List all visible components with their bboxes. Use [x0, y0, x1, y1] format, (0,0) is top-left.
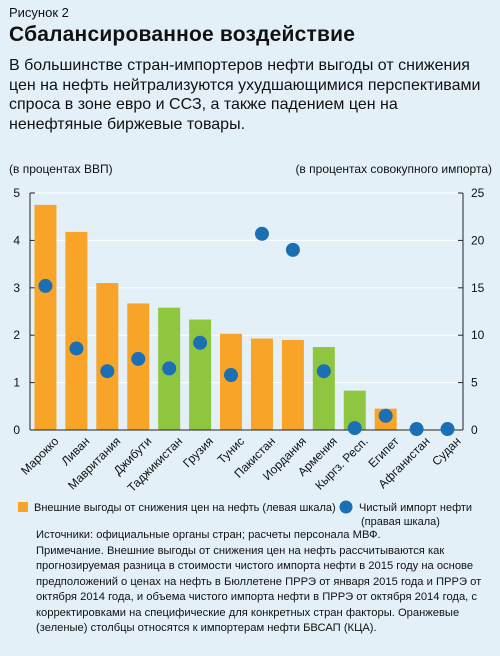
right-tick-label: 20	[471, 233, 485, 247]
right-tick-label: 10	[471, 328, 485, 342]
data-point	[38, 278, 53, 293]
data-point	[131, 351, 146, 366]
left-tick-label: 2	[13, 328, 20, 342]
methodology-note: Примечание. Внешние выгоды от снижения ц…	[36, 544, 482, 635]
sources-note: Источники: официальные органы стран; рас…	[36, 529, 381, 541]
bar	[96, 283, 119, 430]
chart-title: Сбалансированное воздействие	[9, 23, 356, 46]
legend-dot-label-scale: (правая шкала)	[361, 516, 440, 528]
right-tick-label: 15	[471, 281, 485, 295]
data-point	[193, 335, 208, 350]
left-tick-label: 1	[13, 376, 20, 390]
legend-bar-swatch	[18, 502, 28, 512]
bar	[127, 303, 150, 430]
data-point	[347, 421, 362, 436]
category-label: Грузия	[180, 434, 216, 470]
right-tick-label: 0	[471, 423, 478, 437]
figure-label: Рисунок 2	[9, 5, 69, 20]
data-point	[409, 422, 424, 437]
data-point	[316, 364, 331, 379]
data-point	[69, 341, 84, 356]
notes: Источники: официальные органы стран; рас…	[20, 528, 490, 637]
left-tick-label: 5	[13, 186, 20, 200]
data-point	[100, 364, 115, 379]
left-tick-label: 0	[13, 423, 20, 437]
category-label: Марокко	[18, 434, 62, 478]
right-tick-label: 25	[471, 186, 485, 200]
right-axis-unit: (в процентах совокупного импорта)	[295, 162, 492, 176]
category-label: Судан	[429, 434, 463, 468]
bar	[34, 204, 57, 430]
data-point	[254, 226, 269, 241]
bar	[189, 319, 212, 430]
chart-subtitle: В большинстве стран-импортеров нефти выг…	[9, 57, 481, 133]
bar	[65, 231, 88, 430]
legend-dot-label: Чистый импорт нефти	[359, 502, 472, 514]
data-point	[285, 242, 300, 257]
left-axis-unit: (в процентах ВВП)	[9, 162, 113, 176]
bar	[343, 390, 366, 430]
data-point	[378, 408, 393, 423]
legend-dot-swatch	[339, 500, 353, 514]
right-tick-label: 5	[471, 376, 478, 390]
bar	[250, 338, 273, 430]
legend-bar-label: Внешние выгоды от снижения цен на нефть …	[34, 502, 336, 514]
data-point	[224, 368, 239, 383]
data-point	[162, 361, 177, 376]
bar	[312, 347, 335, 430]
left-tick-label: 3	[13, 281, 20, 295]
bar	[281, 339, 304, 430]
left-tick-label: 4	[13, 233, 20, 247]
data-point	[440, 422, 455, 437]
